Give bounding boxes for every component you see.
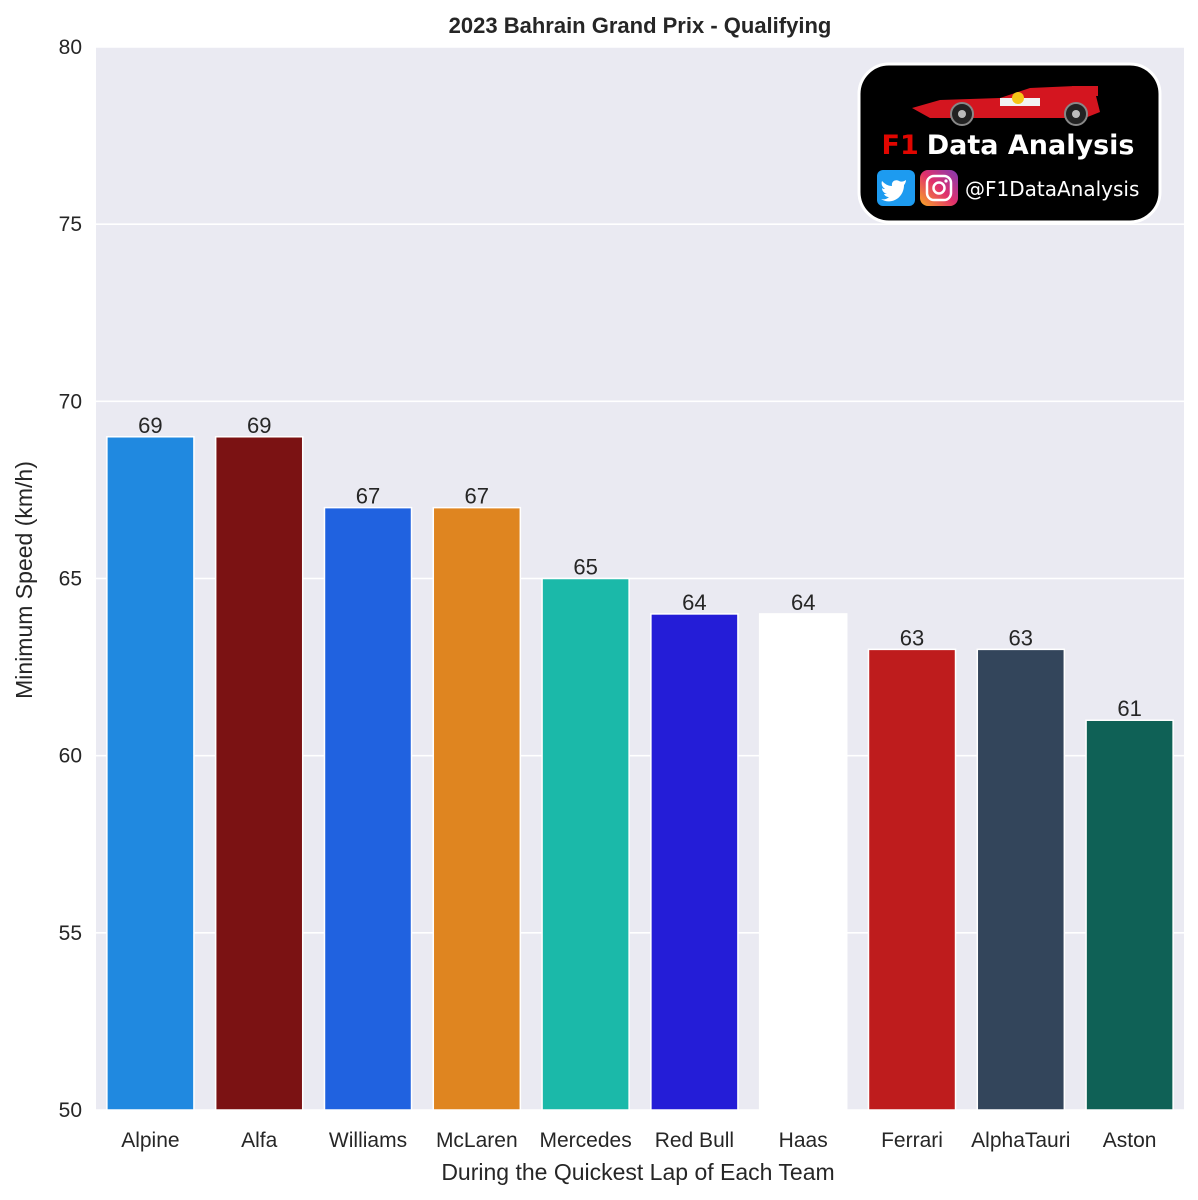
bars <box>106 436 1174 1111</box>
x-tick-label: McLaren <box>436 1129 518 1152</box>
bar-haas <box>758 613 848 1111</box>
y-tick-label: 75 <box>59 213 82 236</box>
y-tick-label: 65 <box>59 568 82 591</box>
y-tick-label: 50 <box>59 1099 82 1122</box>
bar-value-label: 69 <box>138 413 162 438</box>
logo-handle: @F1DataAnalysis <box>965 177 1139 201</box>
x-tick-label: AlphaTauri <box>971 1129 1070 1152</box>
x-tick-label: Alfa <box>241 1129 278 1152</box>
x-tick-label: Red Bull <box>655 1129 734 1152</box>
bar-mclaren <box>432 506 522 1111</box>
bar-value-label: 63 <box>900 625 924 650</box>
y-tick-label: 55 <box>59 922 82 945</box>
bar-value-label: 67 <box>356 484 380 509</box>
bar-value-label: 63 <box>1009 625 1033 650</box>
x-tick-label: Aston <box>1103 1129 1157 1152</box>
logo-prefix: F1 <box>882 130 919 161</box>
chart-title: 2023 Bahrain Grand Prix - Qualifying <box>449 13 832 38</box>
bar-red-bull <box>650 613 739 1111</box>
x-tick-label: Alpine <box>121 1129 179 1152</box>
twitter-icon <box>877 170 915 206</box>
bar-ferrari <box>867 648 957 1111</box>
bar-mercedes <box>541 577 630 1111</box>
y-tick-label: 80 <box>59 36 82 59</box>
logo-name: Data Analysis <box>927 130 1135 161</box>
x-axis-title: During the Quickest Lap of Each Team <box>441 1159 834 1185</box>
x-tick-label: Ferrari <box>881 1129 943 1152</box>
y-tick-labels: 50 55 60 65 70 75 80 <box>59 36 82 1122</box>
bar-williams <box>323 506 413 1111</box>
y-tick-label: 60 <box>59 745 82 768</box>
bar-value-label: 69 <box>247 413 271 438</box>
bar-value-label: 65 <box>573 555 597 580</box>
y-axis-title: Minimum Speed (km/h) <box>11 461 37 699</box>
bar-value-label: 61 <box>1117 696 1141 721</box>
bar-alpine <box>106 436 195 1111</box>
bar-value-labels: 69 69 67 67 65 64 64 63 63 61 <box>138 413 1142 721</box>
bar-alfa <box>214 436 304 1111</box>
bar-value-label: 64 <box>791 590 815 615</box>
x-tick-labels: Alpine Alfa Williams McLaren Mercedes Red Bul… <box>121 1129 1156 1152</box>
x-tick-label: Haas <box>779 1129 828 1152</box>
x-tick-label: Mercedes <box>539 1129 631 1152</box>
logo-title: F1 Data Analysis <box>882 130 1135 161</box>
instagram-icon <box>920 170 958 206</box>
bar-aston <box>1085 719 1174 1111</box>
bar-alphatauri <box>976 648 1066 1111</box>
f1-car-icon <box>912 86 1100 126</box>
bar-value-label: 67 <box>465 484 489 509</box>
logo-badge: F1 Data Analysis <box>857 62 1162 224</box>
y-tick-label: 70 <box>59 390 82 413</box>
x-tick-label: Williams <box>329 1129 407 1152</box>
bar-value-label: 64 <box>682 590 706 615</box>
